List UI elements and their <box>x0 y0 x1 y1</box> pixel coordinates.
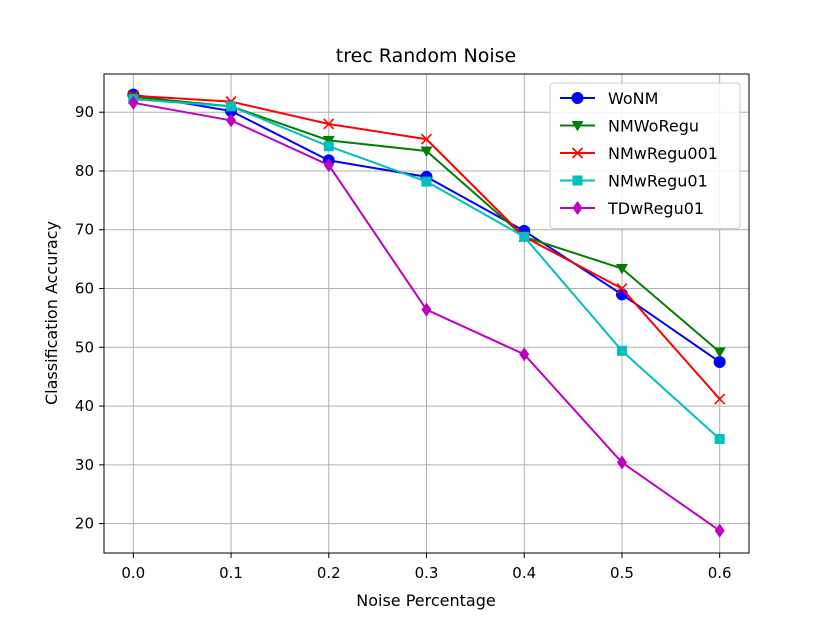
axis-ticks: 0.0 0.1 0.2 0.3 0.4 0.5 0.6 20 30 40 50 60 70 80 90 <box>75 103 732 582</box>
series-tdwregu01 <box>128 95 725 538</box>
data-point-tdwregu01 <box>421 302 432 317</box>
legend-item-nmwregu001: NMwRegu001 <box>560 144 718 163</box>
data-point-tdwregu01 <box>128 95 139 110</box>
legend-label: NMwRegu001 <box>608 144 718 163</box>
legend-label: TDwRegu01 <box>607 199 704 218</box>
data-point-nmworegu <box>322 135 335 147</box>
legend: WoNM NMWoRegu NMwRegu001 NMwRegu01 TDwRegu01 <box>549 82 741 229</box>
x-tick-label: 0.0 <box>121 564 145 582</box>
legend-marker <box>572 175 583 186</box>
x-tick-label: 0.4 <box>512 564 536 582</box>
data-point-nmwregu01 <box>421 176 432 187</box>
data-point-nmworegu <box>713 347 726 358</box>
data-point-tdwregu01 <box>616 455 627 470</box>
legend-item-nmworegu: NMWoRegu <box>560 117 699 136</box>
x-tick-label: 0.5 <box>610 564 634 582</box>
x-tick-label: 0.3 <box>415 564 439 582</box>
y-tick-label: 70 <box>75 221 94 239</box>
legend-marker <box>572 201 583 215</box>
data-point-nmwregu001 <box>714 393 726 405</box>
y-tick-label: 90 <box>75 103 94 121</box>
legend-box <box>549 82 741 229</box>
y-tick-label: 30 <box>75 456 94 474</box>
x-tick-label: 0.6 <box>708 564 732 582</box>
data-point-nmworegu <box>615 264 628 275</box>
y-tick-label: 50 <box>75 338 94 356</box>
legend-item-tdwregu01: TDwRegu01 <box>560 199 704 218</box>
x-tick-label: 0.1 <box>219 564 243 582</box>
data-point-tdwregu01 <box>519 347 530 362</box>
y-axis-label: Classification Accuracy <box>42 221 61 405</box>
data-point-tdwregu01 <box>323 158 334 173</box>
data-point-tdwregu01 <box>714 523 725 538</box>
legend-label: WoNM <box>608 89 658 108</box>
y-tick-label: 60 <box>75 280 94 298</box>
y-tick-label: 20 <box>75 515 94 533</box>
data-point-nmwregu001 <box>323 118 335 130</box>
data-point-nmwregu01 <box>323 141 334 152</box>
legend-item-nmwregu01: NMwRegu01 <box>560 172 708 191</box>
y-tick-label: 80 <box>75 162 94 180</box>
legend-marker <box>571 147 584 159</box>
legend-label: NMwRegu01 <box>608 172 708 191</box>
legend-item-wonm: WoNM <box>560 89 658 108</box>
y-tick-label: 40 <box>75 397 94 415</box>
data-point-nmwregu01 <box>519 231 530 242</box>
data-point-nmworegu <box>420 146 433 157</box>
data-point-wonm <box>713 355 726 368</box>
x-axis-label: Noise Percentage <box>356 591 495 610</box>
x-tick-label: 0.2 <box>317 564 341 582</box>
legend-marker <box>571 92 584 104</box>
data-point-nmwregu01 <box>714 433 725 444</box>
data-point-tdwregu01 <box>226 113 237 128</box>
legend-marker <box>571 121 584 132</box>
data-point-nmwregu01 <box>226 101 237 112</box>
legend-label: NMWoRegu <box>608 117 699 136</box>
data-point-nmwregu001 <box>420 133 433 145</box>
data-point-nmwregu01 <box>616 345 627 356</box>
data-point-nmwregu001 <box>616 282 628 295</box>
chart-title: trec Random Noise <box>336 45 516 67</box>
series-layer <box>127 88 726 538</box>
